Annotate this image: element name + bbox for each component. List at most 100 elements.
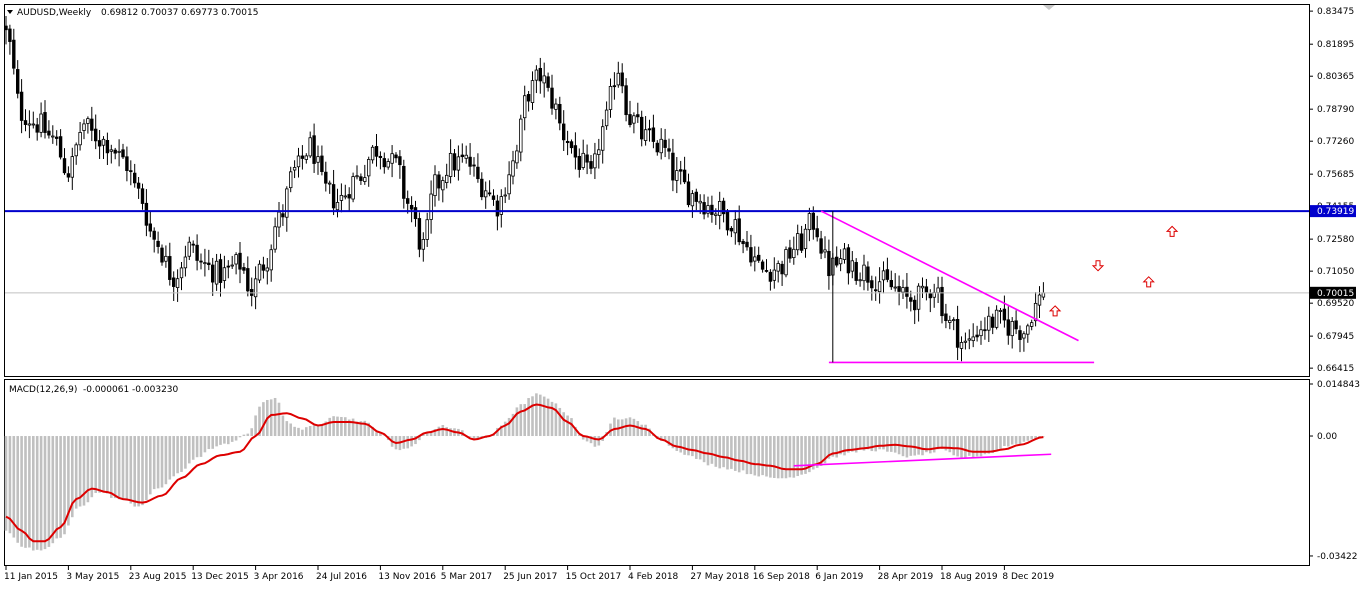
candle-body-up (858, 279, 862, 282)
macd-histogram-bar (55, 436, 58, 539)
macd-histogram-bar (979, 436, 983, 457)
macd-histogram-bar (1022, 436, 1026, 442)
macd-histogram-bar (503, 421, 507, 437)
candle (1037, 286, 1042, 318)
candle-body-up (339, 194, 344, 201)
candle-body-up (967, 338, 971, 341)
candle (616, 61, 620, 88)
candle-body-down (374, 146, 379, 157)
candle (667, 138, 671, 160)
candle-body-down (944, 313, 948, 321)
candle-body-down (870, 280, 874, 289)
candle-body-down (132, 172, 137, 184)
price-tick-label: 0.77260 (1317, 137, 1354, 147)
candle-body-down (472, 164, 476, 167)
candle (179, 262, 184, 291)
candle (335, 188, 340, 218)
candle-body-up (288, 171, 293, 189)
candle (967, 329, 971, 350)
candle-body-down (991, 316, 995, 328)
candle (686, 173, 691, 208)
candle (210, 257, 215, 296)
macd-histogram-bar (16, 436, 19, 543)
candle-body-down (312, 135, 316, 164)
macd-histogram-bar (940, 436, 944, 449)
macd-histogram-bar (531, 396, 534, 437)
candle (963, 332, 968, 350)
candle-body-up (464, 154, 468, 159)
macd-histogram-bar (710, 436, 714, 464)
macd-histogram-bar (792, 436, 796, 478)
candle (370, 145, 375, 164)
triangle-down-icon[interactable] (7, 10, 13, 14)
candle (257, 260, 262, 284)
time-tick-label: 25 Jun 2017 (503, 572, 557, 582)
candle-body-up (998, 310, 1003, 312)
candle-body-up (952, 319, 956, 322)
candle (913, 295, 917, 325)
candle-body-up (772, 269, 776, 281)
candle (948, 315, 952, 330)
candle-body-up (214, 260, 219, 285)
candle-body-down (468, 156, 472, 167)
macd-histogram-bar (741, 436, 745, 471)
candle (885, 257, 890, 283)
macd-histogram-bar (769, 436, 772, 478)
candle-body-up (109, 149, 113, 152)
candle (523, 85, 527, 131)
candle (82, 119, 86, 140)
candle-body-up (842, 248, 847, 260)
macd-histogram-bar (718, 436, 721, 469)
candle (862, 254, 866, 291)
candle-body-down (885, 269, 890, 280)
macd-histogram-bar (406, 436, 409, 449)
chart-shift-marker-icon[interactable] (1043, 5, 1055, 10)
candle-body-down (15, 69, 20, 94)
candle (858, 272, 862, 287)
candle-body-up (1010, 321, 1014, 337)
candle-body-down (125, 156, 129, 171)
candle (402, 159, 406, 209)
macd-histogram-bar (913, 436, 916, 456)
macd-histogram-bar (35, 436, 39, 550)
time-tick-label: 6 Jan 2019 (815, 572, 863, 582)
candle-body-down (152, 230, 156, 240)
candle (366, 156, 371, 187)
macd-histogram-bar (141, 436, 144, 506)
macd-histogram-bar (1018, 436, 1022, 445)
macd-histogram-bar (870, 436, 874, 452)
candle (581, 139, 585, 170)
candle-body-down (452, 153, 457, 171)
macd-histogram-bar (936, 436, 940, 450)
candle-body-up (253, 278, 258, 298)
macd-histogram-bar (546, 398, 550, 437)
candle-body-up (285, 188, 289, 218)
candle-body-down (671, 152, 675, 181)
macd-histogram-bar (106, 436, 109, 494)
candle (8, 24, 12, 55)
macd-histogram-bar (535, 393, 538, 437)
candle-body-up (230, 264, 234, 267)
candle-body-up (534, 69, 539, 81)
candle (959, 336, 964, 362)
macd-histogram-bar (78, 436, 82, 507)
macd-histogram-bar (921, 436, 924, 456)
candle (994, 305, 999, 330)
candle (819, 230, 823, 260)
macd-histogram-bar (340, 416, 343, 437)
candle-body-up (803, 228, 808, 250)
time-tick-label: 11 Jan 2015 (4, 572, 58, 582)
arrow-down-icon (1091, 260, 1105, 272)
candle-body-down (171, 277, 176, 287)
macd-histogram-bar (714, 436, 718, 467)
candle-body-down (569, 141, 574, 149)
macd-histogram-bar (188, 436, 191, 464)
macd-histogram-bar (956, 436, 959, 457)
time-tick-label: 15 Oct 2017 (566, 572, 622, 582)
candle-body-up (355, 175, 359, 178)
candle-body-down (382, 158, 386, 168)
macd-histogram-bar (776, 436, 780, 479)
candle-body-down (238, 252, 242, 270)
candle (881, 261, 886, 294)
